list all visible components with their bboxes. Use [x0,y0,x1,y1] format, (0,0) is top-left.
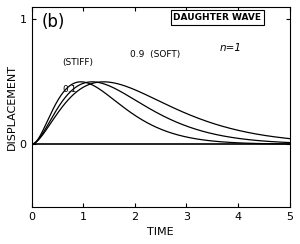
X-axis label: TIME: TIME [147,227,174,237]
Text: (b): (b) [42,13,65,31]
Text: 0.9  (SOFT): 0.9 (SOFT) [130,50,180,59]
Y-axis label: DISPLACEMENT: DISPLACEMENT [7,64,17,150]
Text: (STIFF): (STIFF) [62,58,94,67]
Text: DAUGHTER WAVE: DAUGHTER WAVE [173,13,261,22]
Text: 0.1: 0.1 [62,85,77,94]
Text: n=1: n=1 [220,43,242,53]
